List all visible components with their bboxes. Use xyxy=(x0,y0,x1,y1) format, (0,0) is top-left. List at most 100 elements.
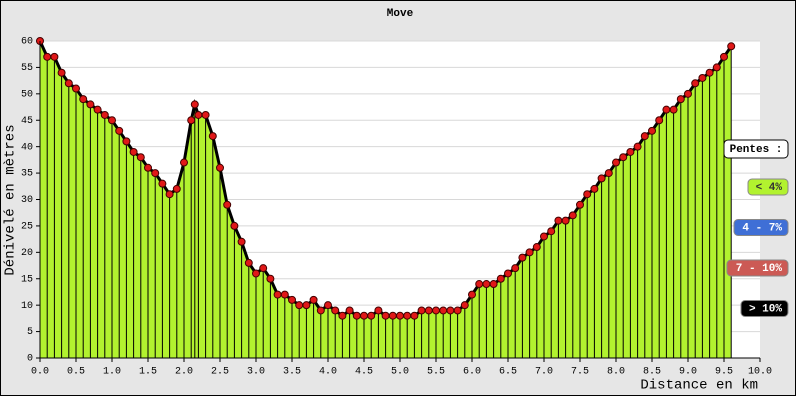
y-tick-label: 5 xyxy=(27,327,33,338)
legend-swatch xyxy=(733,219,789,236)
legend-swatch xyxy=(740,300,789,317)
chart-title: Move xyxy=(387,8,414,20)
point xyxy=(352,311,361,320)
point xyxy=(669,105,678,114)
point xyxy=(381,311,390,320)
point xyxy=(230,221,239,230)
point xyxy=(496,274,505,283)
point xyxy=(367,311,376,320)
x-tick-label: 0.5 xyxy=(67,367,85,378)
point xyxy=(720,52,728,61)
point xyxy=(50,52,59,61)
y-tick-label: 25 xyxy=(21,222,33,233)
point xyxy=(302,301,311,310)
point xyxy=(727,42,736,51)
point xyxy=(475,280,484,289)
y-tick-label: 30 xyxy=(21,195,33,206)
point xyxy=(64,79,73,88)
y-tick-label: 55 xyxy=(21,63,33,74)
point xyxy=(439,306,448,315)
point xyxy=(633,142,642,151)
point xyxy=(612,158,620,167)
point xyxy=(316,306,325,315)
point xyxy=(309,295,318,304)
point xyxy=(698,73,707,82)
point xyxy=(208,132,217,141)
point xyxy=(288,295,296,304)
x-tick-label: 3.0 xyxy=(247,367,265,378)
point xyxy=(403,311,412,320)
point xyxy=(597,174,606,183)
point xyxy=(57,68,66,77)
point xyxy=(79,95,88,104)
point xyxy=(604,169,613,178)
point xyxy=(590,184,599,193)
point xyxy=(655,116,664,125)
legend-title-box xyxy=(723,139,789,159)
point xyxy=(554,216,563,225)
point xyxy=(640,132,649,141)
point xyxy=(144,163,152,172)
point xyxy=(446,306,455,315)
point xyxy=(324,301,332,310)
point xyxy=(453,306,462,315)
x-tick-label: 7.0 xyxy=(535,367,553,378)
point xyxy=(216,163,224,172)
point xyxy=(295,301,304,310)
point xyxy=(136,153,145,162)
point xyxy=(360,311,368,320)
point xyxy=(388,311,397,320)
legend-label: > 10% xyxy=(749,303,782,315)
x-tick-label: 4.0 xyxy=(319,367,337,378)
x-tick-label: 2.5 xyxy=(211,367,229,378)
point xyxy=(158,179,167,188)
point xyxy=(424,306,433,315)
point xyxy=(568,211,577,220)
x-tick-label: 1.5 xyxy=(139,367,157,378)
y-axis-label: Dénivelé en mètres xyxy=(3,124,19,275)
point xyxy=(626,147,635,156)
point xyxy=(72,84,80,93)
y-tick-label: 35 xyxy=(21,169,33,180)
x-tick-label: 8.0 xyxy=(607,367,625,378)
point xyxy=(244,258,253,267)
point xyxy=(532,243,541,252)
point xyxy=(252,269,260,278)
point xyxy=(280,290,289,299)
point xyxy=(151,169,160,178)
legend-label: 7 - 10% xyxy=(736,263,783,275)
legend-label: < 4% xyxy=(756,182,783,194)
point xyxy=(540,232,548,241)
point xyxy=(223,200,232,209)
x-tick-label: 1.0 xyxy=(103,367,121,378)
point xyxy=(583,190,592,199)
point xyxy=(691,79,700,88)
point xyxy=(417,306,426,315)
point xyxy=(43,52,52,61)
point xyxy=(576,200,584,209)
x-tick-label: 3.5 xyxy=(283,367,301,378)
point xyxy=(190,100,199,109)
point xyxy=(468,290,476,299)
point xyxy=(482,280,491,289)
x-tick-label: 4.5 xyxy=(355,367,373,378)
point xyxy=(396,311,404,320)
legend-swatch xyxy=(747,178,789,196)
point xyxy=(180,158,188,167)
point xyxy=(410,311,419,320)
point xyxy=(511,264,520,273)
point xyxy=(619,153,628,162)
point xyxy=(331,306,340,315)
y-tick-label: 45 xyxy=(21,116,33,127)
y-tick-label: 15 xyxy=(21,274,33,285)
point xyxy=(259,264,268,273)
point xyxy=(165,190,174,199)
point xyxy=(100,110,109,119)
point xyxy=(273,290,282,299)
point xyxy=(172,184,181,193)
point xyxy=(108,116,116,125)
x-tick-label: 6.5 xyxy=(499,367,517,378)
point xyxy=(547,227,556,236)
point xyxy=(115,126,124,135)
